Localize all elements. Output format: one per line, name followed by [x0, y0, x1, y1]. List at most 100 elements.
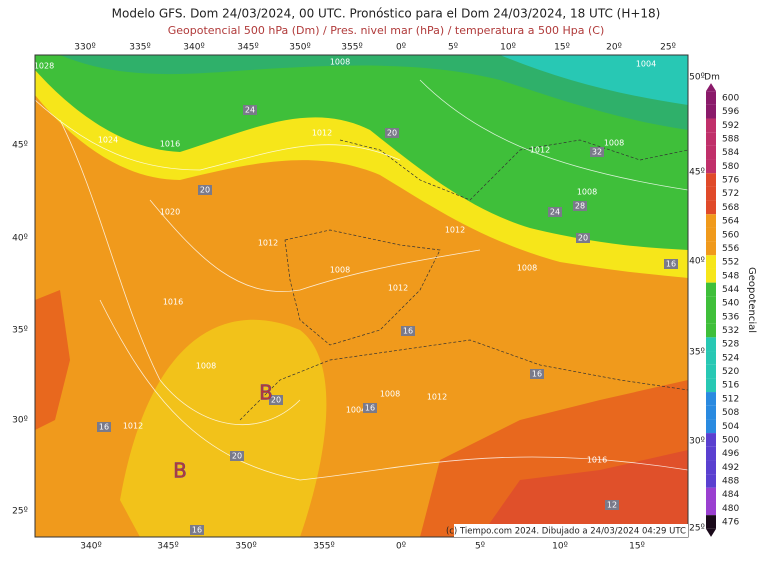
colorbar-segment — [706, 200, 716, 215]
isobar-label: 1028 — [34, 62, 54, 71]
temperature-box — [664, 259, 678, 269]
colorbar-tick-label: 572 — [722, 189, 739, 199]
temperature-box — [230, 451, 244, 461]
colorbar: Dm Geopotencial 600 596 592 588 584 580 576 572… — [704, 73, 757, 537]
map-axes: 330º 335º 340º 345º 350º 355º 0º 5º 10º 15º 20º 25º… — [12, 43, 705, 552]
warm-area — [480, 450, 688, 537]
colorbar-tick-label: 524 — [722, 353, 739, 363]
temperature-box — [576, 233, 590, 243]
colorbar-tick-label: 544 — [722, 285, 739, 295]
colorbar-tick-label: 584 — [722, 148, 739, 158]
colorbar-segment — [706, 474, 716, 488]
colorbar-title: Geopotencial — [746, 267, 757, 333]
temperature-box — [363, 403, 377, 413]
lat-label: 35º — [12, 326, 28, 336]
isobar-label: 1020 — [160, 208, 180, 217]
isobar-label: 1008 — [577, 188, 597, 197]
warm-area — [35, 290, 70, 430]
temperature-box — [401, 326, 415, 336]
colorbar-segment — [706, 337, 716, 352]
colorbar-segment — [706, 186, 716, 201]
isobar-label: 1012 — [388, 284, 408, 293]
title: Modelo GFS. Dom 24/03/2024, 00 UTC. Pron… — [112, 7, 661, 21]
colorbar-segment — [706, 378, 716, 393]
colorbar-segment — [706, 419, 716, 434]
temperature-label: 16 — [365, 404, 375, 413]
colorbar-segment — [706, 392, 716, 406]
lon-label: 355º — [313, 542, 334, 552]
colorbar-tick-label: 536 — [722, 312, 739, 322]
colorbar-tick-label: 548 — [722, 271, 739, 281]
lon-label: 355º — [341, 43, 362, 53]
subtitle: Geopotencial 500 hPa (Dm) / Pres. nivel … — [168, 24, 605, 37]
temperature-box — [190, 525, 204, 535]
colorbar-tick-label: 592 — [722, 121, 739, 131]
lon-label: 15º — [554, 43, 570, 53]
map-frame — [34, 54, 689, 538]
isobar-label: 1016 — [163, 298, 183, 307]
colorbar-tick-label: 580 — [722, 162, 739, 172]
temperature-box — [605, 500, 619, 510]
isobar-label: 1012 — [530, 146, 550, 155]
isobar-label: 1008 — [330, 266, 350, 275]
temperature-label: 16 — [532, 370, 542, 379]
lat-label: 40º — [689, 257, 705, 267]
isobar-label: 1012 — [427, 393, 447, 402]
colorbar-segment — [706, 501, 716, 516]
coastline — [239, 339, 689, 421]
coastline — [339, 139, 689, 201]
lon-label: 20º — [606, 43, 622, 53]
isobars — [34, 79, 689, 481]
temperature-label: 20 — [387, 129, 397, 138]
lon-label: 335º — [129, 43, 150, 53]
colorbar-segment — [706, 255, 716, 269]
colorbar-tick-label: 508 — [722, 408, 739, 418]
temperature-label: 28 — [575, 202, 585, 211]
lon-label: 345º — [157, 542, 178, 552]
colorbar-segment — [706, 241, 716, 256]
temperature-box — [97, 422, 111, 432]
colorbar-segment — [706, 118, 716, 133]
colorbar-tick-label: 492 — [722, 463, 739, 473]
lon-label: 5º — [448, 43, 458, 53]
colorbar-tick-label: 496 — [722, 449, 739, 459]
isobar-label: 1012 — [312, 129, 332, 138]
colorbar-segment — [706, 214, 716, 228]
temperature-label: 24 — [245, 106, 255, 115]
colorbar-tick-label: 516 — [722, 381, 739, 391]
lon-label: 25º — [660, 43, 676, 53]
colorbar-segment — [706, 159, 716, 174]
lon-label: 350º — [289, 43, 310, 53]
lat-label: 25º — [12, 507, 28, 517]
lat-label: 35º — [689, 348, 705, 358]
temperature-box — [530, 369, 544, 379]
temperature-label: 32 — [592, 148, 602, 157]
colorbar-tick-label: 484 — [722, 490, 739, 500]
isobar-label: 1008 — [196, 362, 216, 371]
isobar-label: 1004 — [636, 60, 656, 69]
green-band — [35, 55, 688, 250]
lat-label: 45º — [689, 168, 705, 178]
isobar-label: 1008 — [604, 139, 624, 148]
temperature-label: 20 — [271, 396, 281, 405]
lat-label: 30º — [689, 437, 705, 447]
colorbar-tick-label: 556 — [722, 244, 739, 254]
temperature-label: 20 — [232, 452, 242, 461]
colorbar-segment — [706, 515, 716, 529]
lon-label: 340º — [183, 43, 204, 53]
isobar-label: 1016 — [587, 456, 607, 465]
isobar-label: 1004 — [346, 406, 366, 415]
lat-label: 30º — [12, 416, 28, 426]
lat-label: 45º — [12, 141, 28, 151]
map: 1028 1024 1016 1020 1016 1012 1012 1008 … — [34, 54, 689, 538]
isobar-label: 1008 — [380, 390, 400, 399]
temperature-box — [198, 185, 212, 195]
lon-label: 340º — [80, 542, 101, 552]
colorbar-segment — [706, 446, 716, 461]
lon-label: 345º — [237, 43, 258, 53]
lat-label: 50º — [689, 73, 705, 83]
lon-label: 10º — [500, 43, 516, 53]
colorbar-segment — [706, 145, 716, 160]
colorbar-segment — [706, 323, 716, 338]
